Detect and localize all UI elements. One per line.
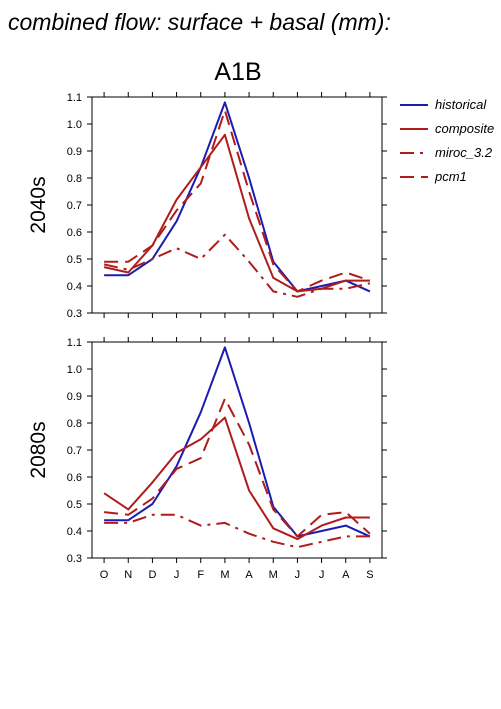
y-tick-label: 1.1 <box>67 92 82 104</box>
y-tick-label: 1.0 <box>67 364 82 376</box>
legend-item-composite: composite <box>400 121 494 136</box>
row-label: 2040s <box>27 176 50 233</box>
y-tick-label: 0.3 <box>67 553 82 565</box>
y-tick-label: 0.4 <box>67 281 82 293</box>
y-tick-label: 0.9 <box>67 146 82 158</box>
y-tick-label: 0.8 <box>67 173 82 185</box>
x-tick-label: N <box>124 569 132 581</box>
series-line-pcm1 <box>104 109 371 293</box>
y-tick-label: 0.6 <box>67 227 82 239</box>
panel-2040s: 0.3 0.4 0.5 0.6 0.7 0.8 0.9 1.0 1.1 2040s <box>27 92 387 320</box>
x-tick-label: J <box>319 569 325 581</box>
x-tick-label: M <box>269 569 278 581</box>
y-tick-label: 0.4 <box>67 526 82 538</box>
y-tick-label: 0.9 <box>67 391 82 403</box>
x-tick-label: S <box>366 569 373 581</box>
x-tick-label: D <box>148 569 156 581</box>
series-line-historical <box>104 346 371 538</box>
legend-label: historical <box>435 97 487 112</box>
row-label: 2080s <box>27 421 50 478</box>
legend-label: pcm1 <box>434 169 467 184</box>
plot-frame <box>91 96 383 314</box>
series-line-composite <box>103 416 370 541</box>
figure-heading: combined flow: surface + basal (mm): <box>8 9 391 35</box>
y-tick-label: 0.6 <box>67 472 82 484</box>
legend-item-miroc_3.2: miroc_3.2 <box>400 145 493 160</box>
y-tick-label: 0.7 <box>67 200 82 212</box>
legend: historical composite miroc_3.2 pcm1 <box>400 97 494 184</box>
y-tick-label: 0.5 <box>67 499 82 511</box>
y-tick-label: 0.5 <box>67 254 82 266</box>
panel-2080s: 0.3 0.4 0.5 0.6 0.7 0.8 0.9 1.0 1.1 2080s <box>27 337 387 565</box>
series-line-miroc_3.2 <box>104 513 370 549</box>
legend-item-historical: historical <box>400 97 487 112</box>
legend-label: composite <box>435 121 494 136</box>
x-tick-label: O <box>100 569 109 581</box>
legend-item-pcm1: pcm1 <box>400 169 467 184</box>
series-line-historical <box>104 101 371 293</box>
y-tick-label: 1.1 <box>67 337 82 349</box>
x-tick-label: F <box>197 569 204 581</box>
series-line-composite <box>103 133 370 293</box>
y-tick-label: 0.7 <box>67 445 82 457</box>
legend-label: miroc_3.2 <box>435 145 493 160</box>
x-tick-label: A <box>342 569 350 581</box>
x-tick-label: M <box>220 569 229 581</box>
chart-title: A1B <box>214 58 261 86</box>
y-tick-label: 1.0 <box>67 119 82 131</box>
x-tick-label: J <box>174 569 180 581</box>
y-tick-label: 0.3 <box>67 308 82 320</box>
x-tick-label: A <box>245 569 253 581</box>
x-tick-label: J <box>295 569 301 581</box>
panels: 0.30.40.50.60.70.80.91.01.12040s0.30.40.… <box>27 92 387 581</box>
plot-frame <box>91 341 383 559</box>
series-line-miroc_3.2 <box>103 233 371 298</box>
y-tick-label: 0.8 <box>67 418 82 430</box>
series-line-pcm1 <box>103 397 371 538</box>
